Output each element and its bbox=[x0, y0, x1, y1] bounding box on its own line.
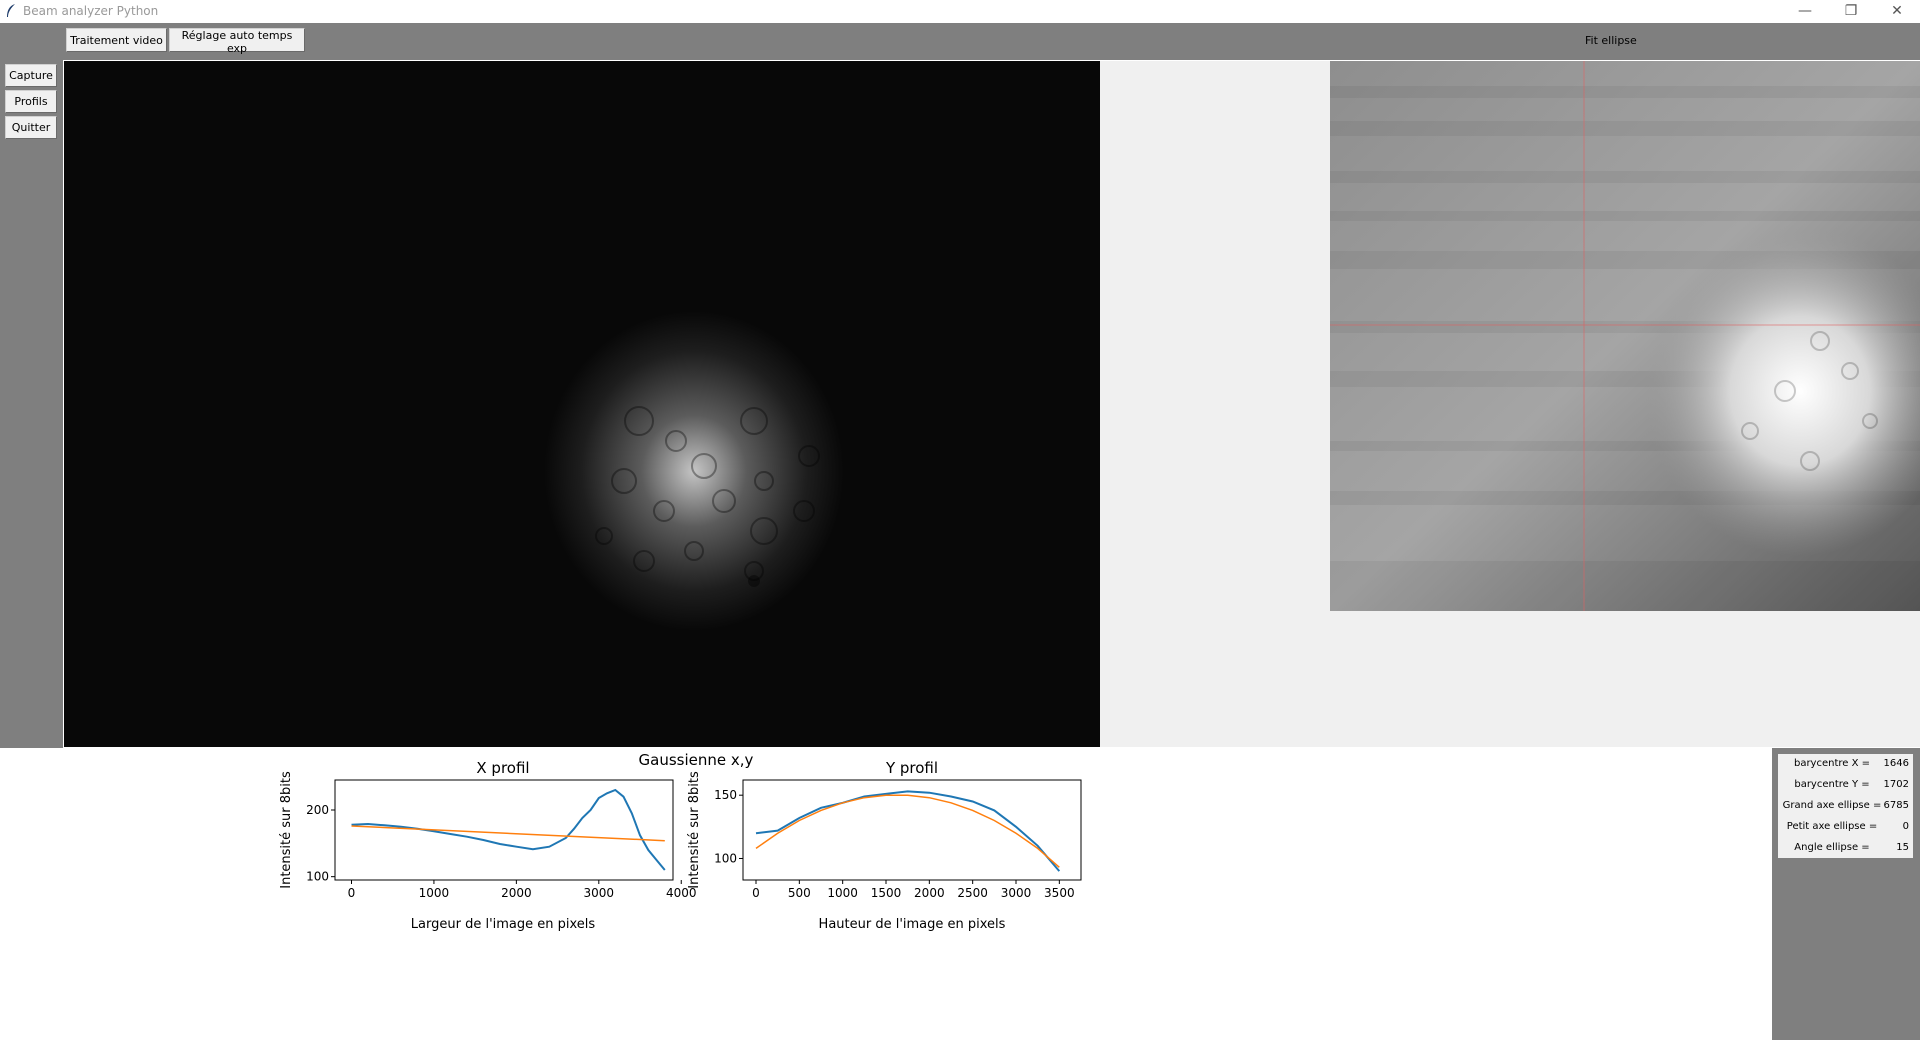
profiles-button[interactable]: Profils bbox=[5, 90, 57, 113]
x-profile-axes bbox=[334, 779, 674, 881]
y-profile-xtick-label: 2500 bbox=[957, 886, 988, 900]
x-profile-ytick-label: 100 bbox=[306, 870, 329, 884]
y-profile-xtick-label: 2000 bbox=[914, 886, 945, 900]
capture-button[interactable]: Capture bbox=[5, 64, 57, 87]
y-profile-chart: Y profil 0 500 1000 1500 2000 2500 3000 3500 100… bbox=[687, 759, 1082, 932]
x-profile-xtick-label: 3000 bbox=[584, 886, 615, 900]
y-profile-series-line-1 bbox=[755, 790, 1061, 872]
quit-button[interactable]: Quitter bbox=[5, 116, 57, 139]
result-value: 0 bbox=[1902, 821, 1909, 832]
x-profile-xtick-label: 4000 bbox=[666, 886, 697, 900]
window-title: Beam analyzer Python bbox=[23, 4, 159, 18]
result-value: 1702 bbox=[1883, 779, 1909, 790]
result-label: Angle ellipse = bbox=[1794, 842, 1870, 853]
minimize-button[interactable]: — bbox=[1798, 3, 1812, 19]
y-profile-xtick-label: 0 bbox=[752, 886, 760, 900]
y-profile-ylabel: Intensité sur 8bits bbox=[687, 771, 702, 889]
y-profile-xlabel: Hauteur de l'image en pixels bbox=[819, 917, 1006, 932]
video-processing-button[interactable]: Traitement video bbox=[66, 28, 167, 52]
result-value: 6785 bbox=[1883, 800, 1909, 811]
profile-charts: Gaussienne x,y X profil 0 1000 2000 3000 400… bbox=[279, 751, 1082, 932]
maximize-button[interactable]: ❐ bbox=[1844, 3, 1858, 19]
x-profile-chart: X profil 0 1000 2000 3000 4000 100 200 Largeur… bbox=[279, 759, 697, 932]
y-profile-title: Y profil bbox=[885, 759, 938, 777]
y-profile-axes bbox=[742, 779, 1082, 881]
fit-ellipse-image bbox=[1330, 61, 1920, 611]
x-profile-series-line-2 bbox=[351, 825, 665, 842]
y-profile-xtick-label: 500 bbox=[788, 886, 811, 900]
top-toolbar bbox=[0, 23, 1920, 60]
y-profile-series-line-2 bbox=[755, 794, 1060, 868]
result-value: 1646 bbox=[1883, 758, 1909, 769]
x-profile-ylabel: Intensité sur 8bits bbox=[279, 771, 294, 889]
x-profile-xlabel: Largeur de l'image en pixels bbox=[411, 917, 596, 932]
fit-beam-spot bbox=[1645, 226, 1920, 556]
y-profile-ytick-label: 150 bbox=[714, 788, 737, 802]
result-label: Grand axe ellipse = bbox=[1782, 800, 1882, 811]
result-label: barycentre X = bbox=[1793, 758, 1871, 769]
left-panel bbox=[0, 60, 63, 748]
y-profile-ytick-label: 100 bbox=[714, 851, 737, 865]
y-profile-xtick-label: 3500 bbox=[1044, 886, 1075, 900]
fit-image-footer bbox=[1330, 611, 1920, 747]
figure-suptitle: Gaussienne x,y bbox=[639, 751, 754, 769]
beam-camera-image bbox=[64, 61, 1100, 747]
result-value: 15 bbox=[1896, 842, 1909, 853]
beam-rings bbox=[595, 406, 820, 587]
results-box: barycentre X = 1646 barycentre Y = 1702 … bbox=[1778, 754, 1913, 858]
close-button[interactable]: ✕ bbox=[1891, 3, 1903, 19]
result-row-barycentre-x: barycentre X = 1646 bbox=[1778, 754, 1913, 775]
fit-ellipse-label: Fit ellipse bbox=[1585, 34, 1637, 47]
result-row-angle: Angle ellipse = 15 bbox=[1778, 838, 1913, 859]
result-label: Petit axe ellipse = bbox=[1786, 821, 1878, 832]
y-profile-xtick-label: 3000 bbox=[1001, 886, 1032, 900]
result-row-barycentre-y: barycentre Y = 1702 bbox=[1778, 775, 1913, 796]
y-profile-xtick-label: 1500 bbox=[871, 886, 902, 900]
empty-panel bbox=[1100, 61, 1330, 747]
result-row-minor-axis: Petit axe ellipse = 0 bbox=[1778, 817, 1913, 838]
result-row-major-axis: Grand axe ellipse = 6785 bbox=[1778, 796, 1913, 817]
x-profile-xtick-label: 1000 bbox=[419, 886, 450, 900]
x-profile-ytick-label: 200 bbox=[306, 803, 329, 817]
y-profile-xtick-label: 1000 bbox=[827, 886, 858, 900]
x-profile-xtick-label: 0 bbox=[348, 886, 356, 900]
x-profile-title: X profil bbox=[476, 759, 529, 777]
fit-ellipse-canvas bbox=[1330, 61, 1920, 611]
window-title-bar bbox=[0, 0, 1920, 23]
feather-icon bbox=[7, 4, 15, 17]
auto-exposure-button[interactable]: Réglage auto temps exp bbox=[169, 28, 305, 55]
x-profile-xtick-label: 2000 bbox=[501, 886, 532, 900]
result-label: barycentre Y = bbox=[1794, 779, 1870, 790]
beam-dark-spot bbox=[748, 575, 760, 587]
